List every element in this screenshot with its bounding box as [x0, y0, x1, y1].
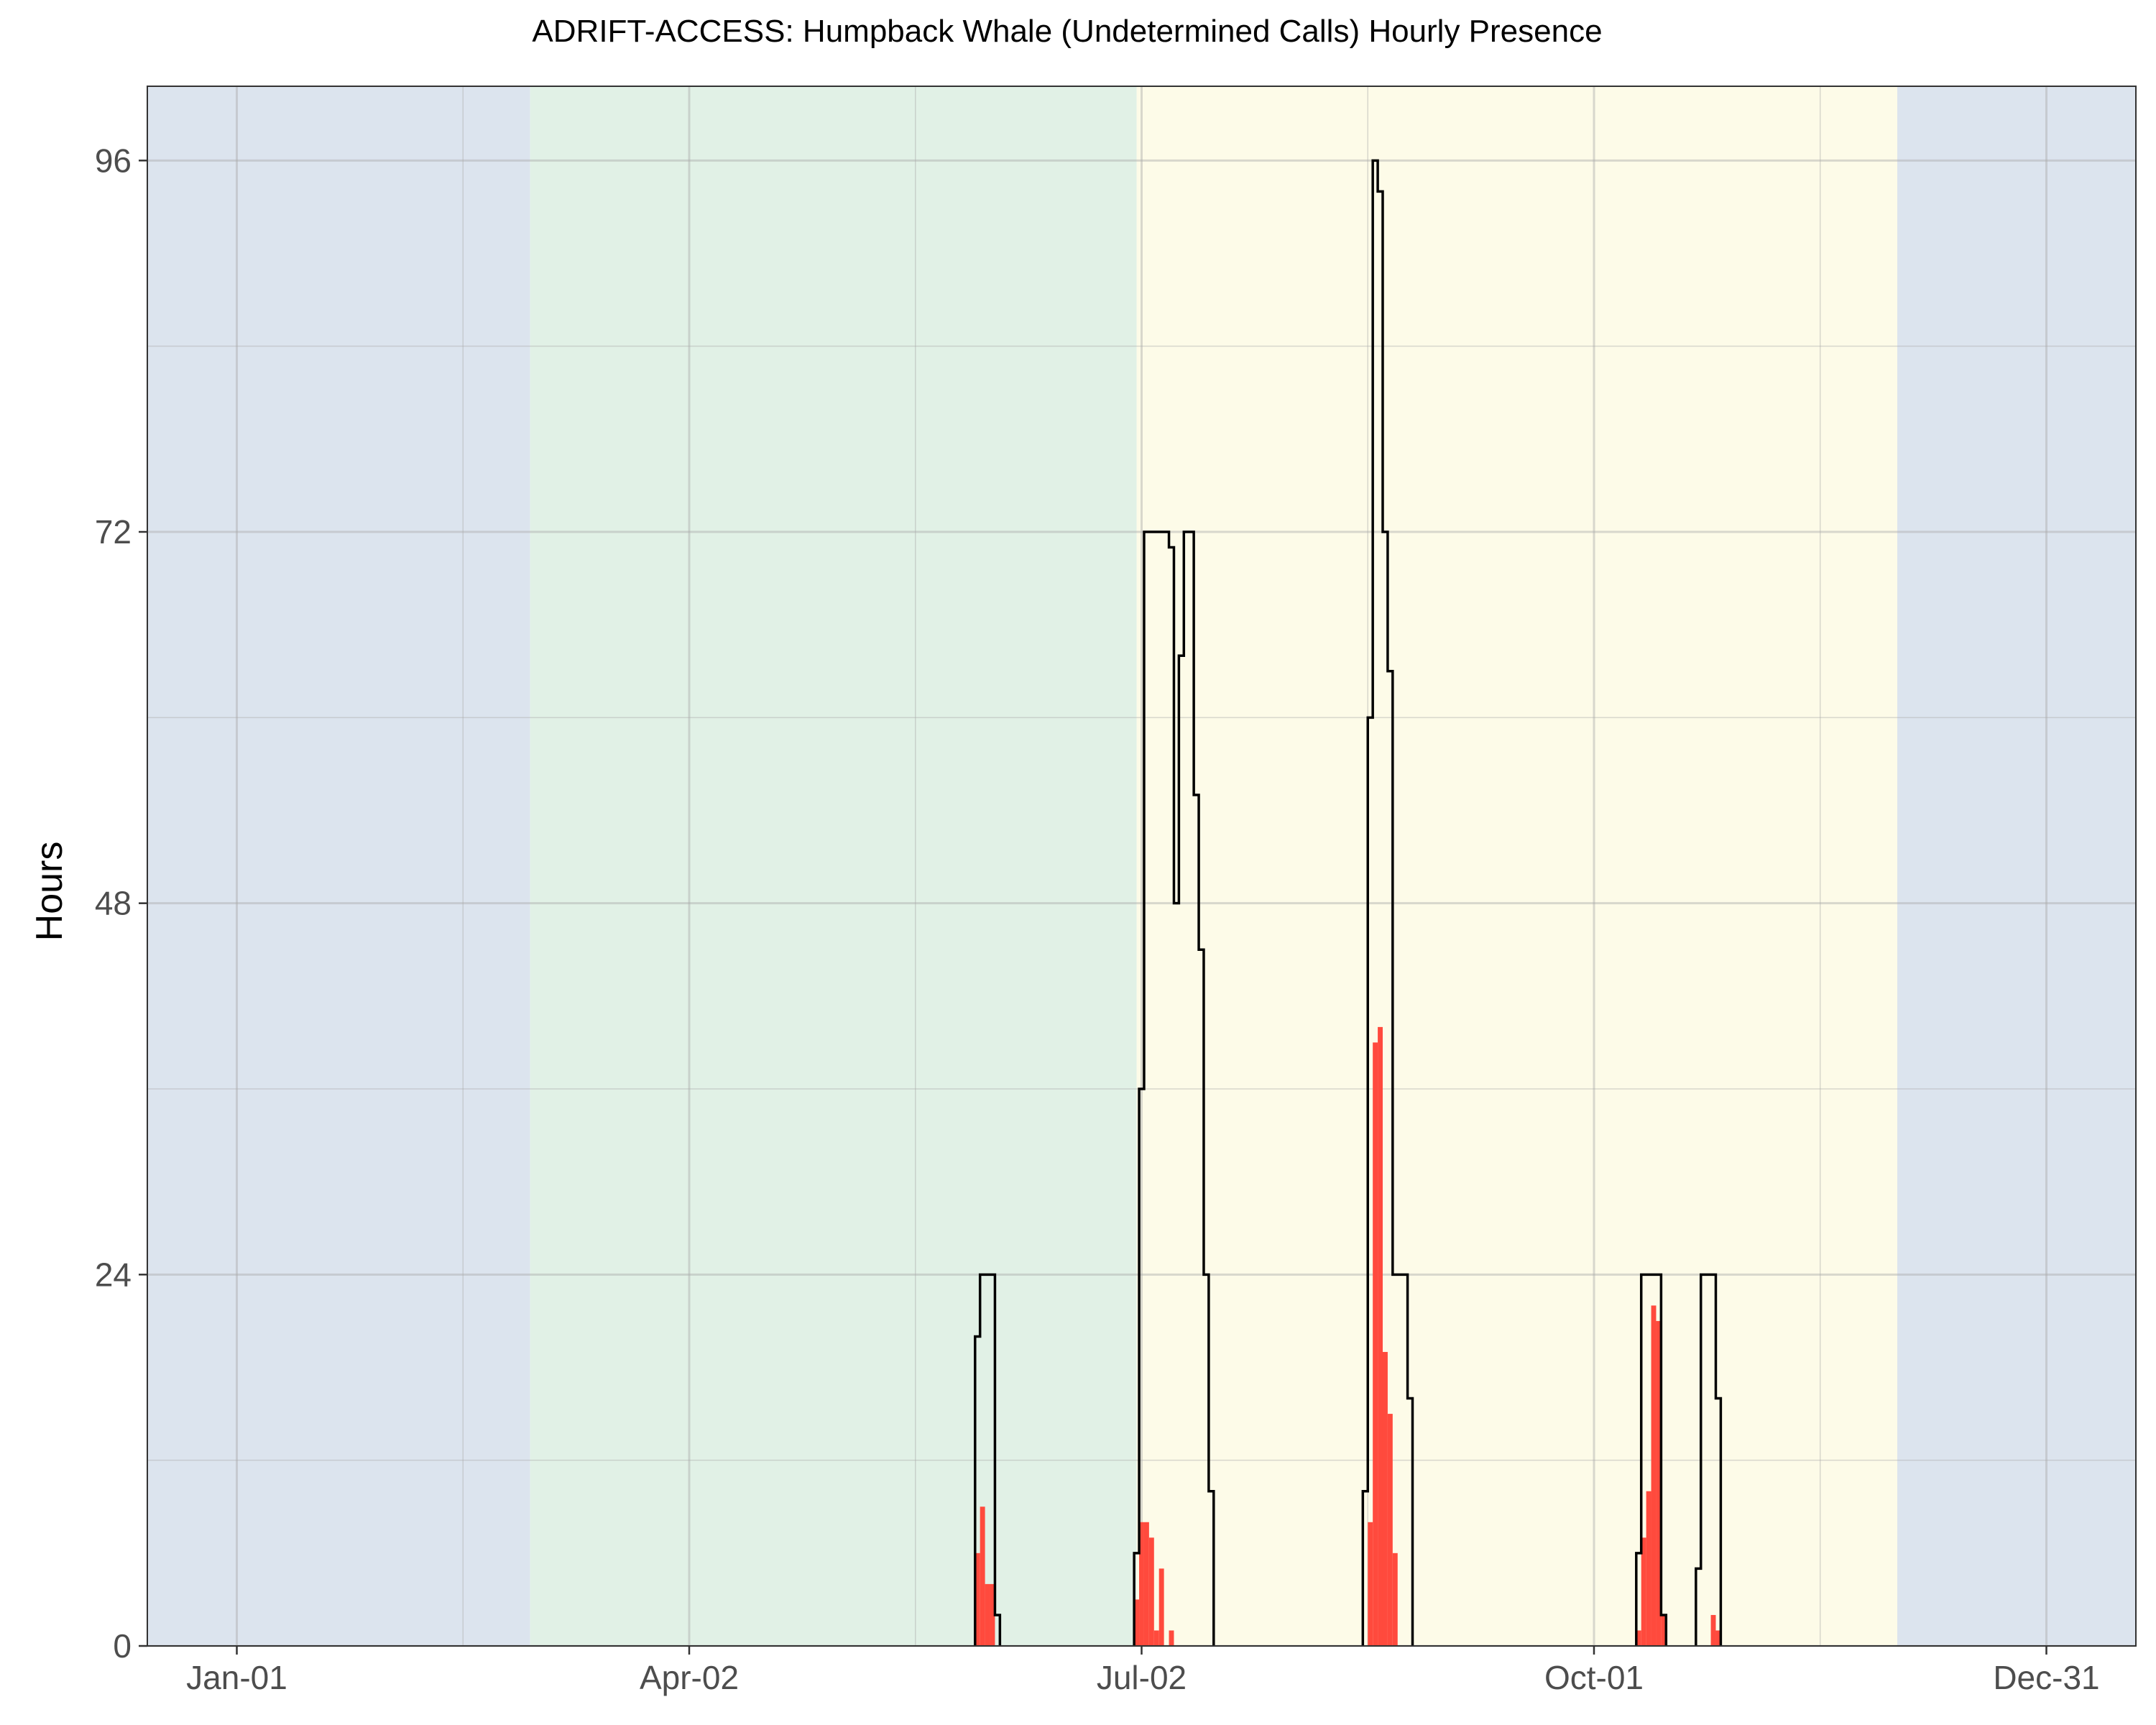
bar — [1382, 1351, 1388, 1646]
step-line — [1635, 1273, 1668, 1646]
bar — [1373, 1042, 1378, 1646]
bar — [1148, 1537, 1154, 1646]
bar — [1139, 1522, 1144, 1646]
y-axis-label: Hours — [29, 842, 70, 942]
bar — [1387, 1414, 1393, 1646]
bar — [1158, 1568, 1164, 1646]
y-tick-label: 48 — [95, 885, 132, 922]
season-band — [147, 86, 530, 1646]
season-band — [1136, 86, 1897, 1646]
x-tick-label: Oct-01 — [1544, 1659, 1644, 1696]
bar — [1143, 1522, 1149, 1646]
season-band — [530, 86, 1137, 1646]
step-line — [974, 1273, 1002, 1646]
bar — [1656, 1320, 1662, 1646]
bar — [1710, 1614, 1716, 1646]
bar — [1646, 1491, 1651, 1646]
y-tick-label: 0 — [113, 1627, 132, 1665]
step-line — [1695, 1273, 1723, 1646]
x-tick-label: Jul-02 — [1097, 1659, 1187, 1696]
bar — [975, 1552, 980, 1646]
step-line — [1133, 530, 1215, 1646]
x-tick-label: Apr-02 — [640, 1659, 739, 1696]
x-tick-label: Dec-31 — [1993, 1659, 2099, 1696]
bar — [1641, 1537, 1646, 1646]
season-band — [1897, 86, 2136, 1646]
bar — [1153, 1630, 1159, 1646]
bar — [1134, 1599, 1140, 1646]
bar — [990, 1583, 995, 1646]
grid-lines — [147, 86, 2136, 1647]
bar — [985, 1583, 990, 1646]
y-tick-label: 24 — [95, 1256, 132, 1293]
bar — [1368, 1522, 1373, 1646]
bar — [980, 1506, 985, 1646]
season-bands — [147, 86, 2136, 1646]
y-tick-label: 96 — [95, 142, 132, 179]
bar — [1715, 1630, 1721, 1646]
bar — [1378, 1026, 1383, 1646]
step-line — [1361, 159, 1414, 1646]
x-tick-label: Jan-01 — [186, 1659, 287, 1696]
bar — [1169, 1630, 1174, 1646]
bar — [1636, 1630, 1641, 1646]
axes: 0 24 48 72 96 Jan-01 Apr-02 Jul-02 Oct-01 Dec-31 — [95, 142, 2100, 1696]
y-tick-label: 72 — [95, 513, 132, 551]
bar-series — [975, 1026, 1721, 1646]
step-series — [974, 159, 1723, 1646]
bar — [1651, 1305, 1657, 1646]
bar — [1392, 1552, 1398, 1646]
bar — [1661, 1614, 1667, 1646]
chart-title: ADRIFT-ACCESS: Humpback Whale (Undetermi… — [532, 14, 1602, 49]
